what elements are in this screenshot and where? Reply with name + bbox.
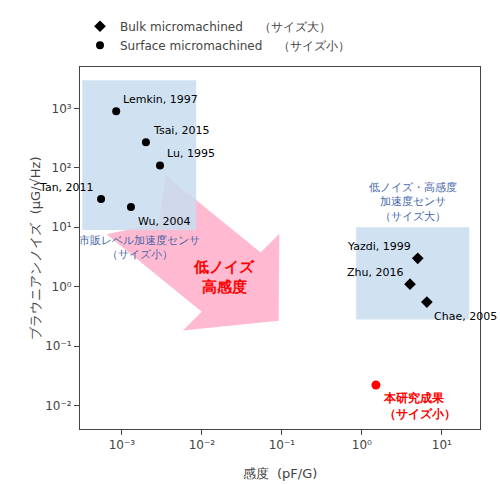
svg-text:10⁻¹: 10⁻¹ <box>269 438 296 452</box>
svg-text:感度 (pF/G): 感度 (pF/G) <box>243 466 318 481</box>
svg-text:10⁰: 10⁰ <box>352 438 372 452</box>
svg-text:10⁻¹: 10⁻¹ <box>45 339 72 353</box>
svg-text:低ノイズ・高感度加速度センサ（サイズ大）: 低ノイズ・高感度加速度センサ（サイズ大） <box>369 181 457 223</box>
svg-text:Lu, 1995: Lu, 1995 <box>167 147 215 160</box>
svg-text:10⁻²: 10⁻² <box>189 438 216 452</box>
svg-text:Lemkin, 1997: Lemkin, 1997 <box>123 93 198 106</box>
svg-text:Yazdi, 1999: Yazdi, 1999 <box>347 240 411 253</box>
svg-text:Wu, 2004: Wu, 2004 <box>138 215 190 228</box>
svg-text:Tan, 2011: Tan, 2011 <box>39 181 94 194</box>
svg-text:本研究成果（サイズ小）: 本研究成果（サイズ小） <box>383 391 456 421</box>
svg-text:市販レベル加速度センサ（サイズ小）: 市販レベル加速度センサ（サイズ小） <box>79 234 200 261</box>
svg-text:10¹: 10¹ <box>432 438 452 452</box>
svg-text:10¹: 10¹ <box>52 220 72 234</box>
svg-text:10⁻²: 10⁻² <box>45 399 72 413</box>
svg-text:Tsai, 2015: Tsai, 2015 <box>153 124 209 137</box>
svg-text:10⁰: 10⁰ <box>52 280 72 294</box>
svg-text:Chae, 2005: Chae, 2005 <box>434 310 497 323</box>
svg-text:10²: 10² <box>52 161 72 175</box>
svg-text:ブラウニアンノイズ (μG/√Hz): ブラウニアンノイズ (μG/√Hz) <box>28 156 43 339</box>
svg-text:Surface micromachined （サイズ小）: Surface micromachined （サイズ小） <box>120 39 350 53</box>
svg-text:Bulk micromachined （サイズ大）: Bulk micromachined （サイズ大） <box>120 20 331 34</box>
svg-text:10³: 10³ <box>52 102 72 116</box>
svg-text:低ノイズ高感度: 低ノイズ高感度 <box>193 258 255 296</box>
svg-text:Zhu, 2016: Zhu, 2016 <box>347 266 403 279</box>
svg-text:10⁻³: 10⁻³ <box>109 438 136 452</box>
